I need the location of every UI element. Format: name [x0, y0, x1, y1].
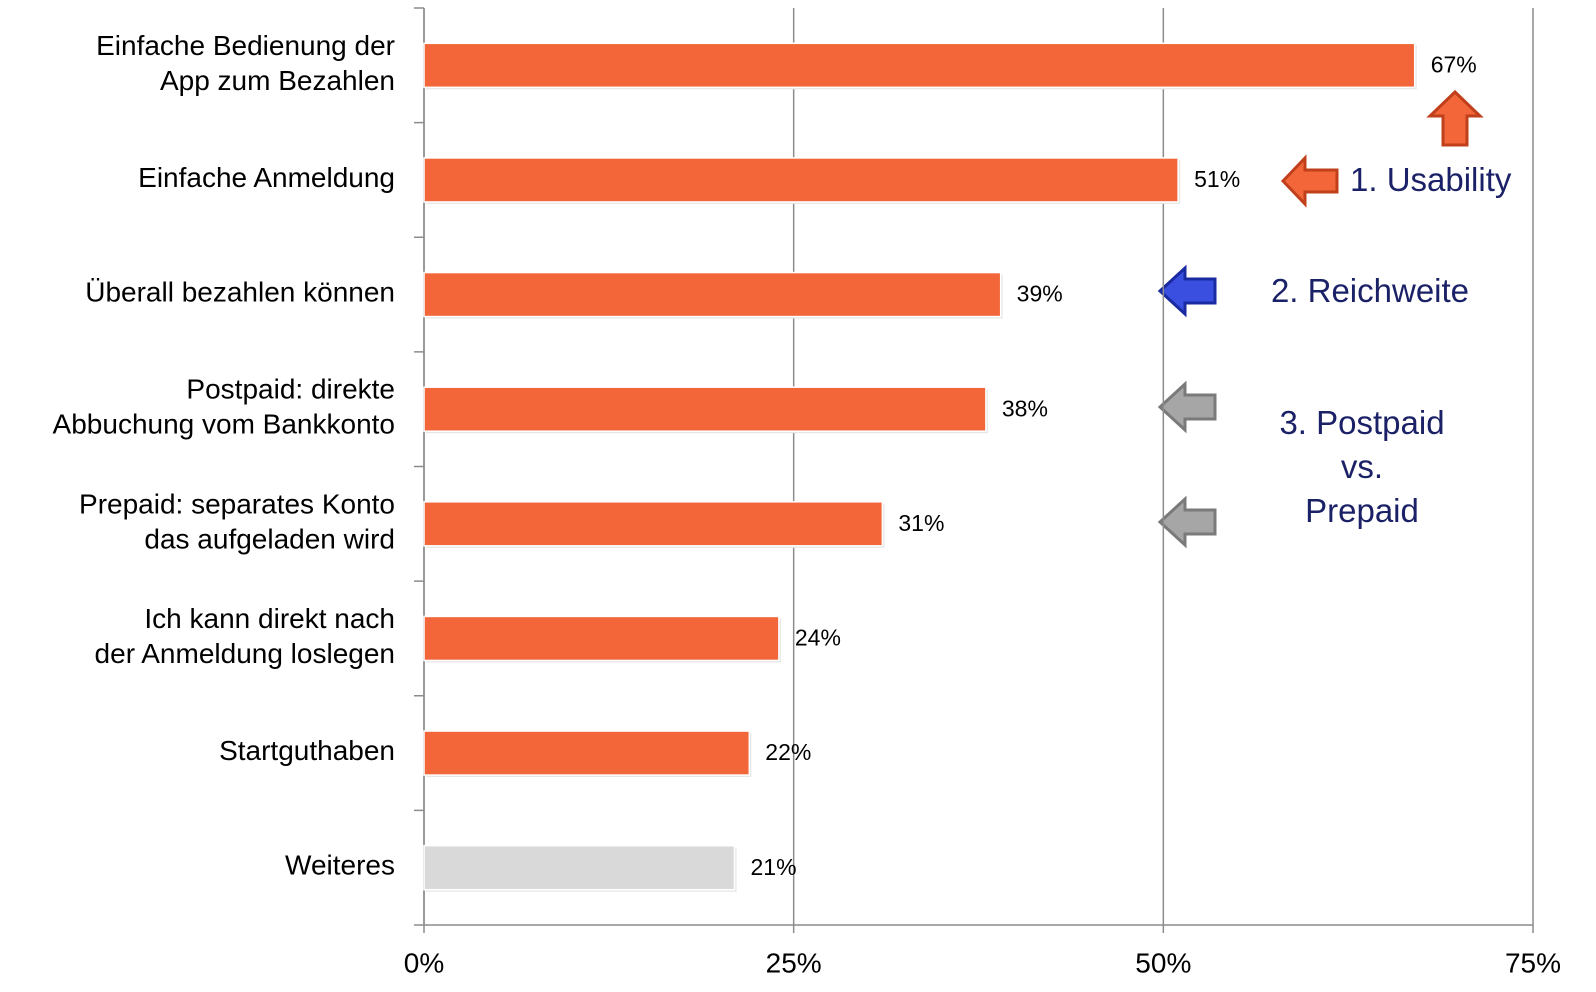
x-tick-label: 0% [404, 947, 444, 978]
bar [423, 271, 1002, 318]
label-line: App zum Bezahlen [160, 65, 395, 96]
annotation: 3. Postpaid vs. Prepaid [1279, 404, 1444, 529]
x-tick-label: 75% [1505, 947, 1561, 978]
y-tick-label: Ich kann direkt nach der Anmeldung losleg… [95, 603, 395, 669]
label-line: Überall bezahlen können [85, 277, 395, 308]
label-line: das aufgeladen wird [144, 524, 395, 555]
bar [423, 42, 1416, 89]
annotation-line: vs. [1341, 448, 1383, 485]
y-tick-label: Weiteres [285, 850, 395, 881]
label-line: Weiteres [285, 850, 395, 881]
arrow-left [1157, 380, 1217, 434]
y-tick-label: Startguthaben [219, 735, 395, 766]
label-line: Startguthaben [219, 735, 395, 766]
label-line: Postpaid: direkte [186, 374, 395, 405]
y-tick-label: Postpaid: direkte Abbuchung vom Bankkonto [53, 374, 395, 440]
annotation: 1. Usability [1350, 161, 1512, 198]
arrow-left [1157, 495, 1217, 549]
annotation-line: 1. Usability [1350, 161, 1512, 198]
label-line: Einfache Bedienung der [96, 30, 395, 61]
y-tick-label: Überall bezahlen können [85, 277, 395, 308]
value-label: 51% [1194, 166, 1240, 192]
bar [423, 730, 751, 776]
annotation-line: Prepaid [1305, 492, 1419, 529]
bar [423, 615, 780, 662]
arrow-up [1426, 89, 1484, 147]
x-tick-label: 50% [1135, 947, 1191, 978]
value-label: 39% [1017, 281, 1063, 307]
x-tick-label: 25% [766, 947, 822, 978]
value-label: 31% [898, 510, 944, 536]
bar [423, 157, 1179, 203]
annotation-line: 3. Postpaid [1279, 404, 1444, 441]
bar [423, 501, 884, 547]
arrow-left [1157, 264, 1217, 318]
label-line: Ich kann direkt nach [144, 603, 395, 634]
y-tick-label: Einfache Anmeldung [138, 162, 395, 193]
arrow-left [1280, 154, 1339, 208]
value-label: 21% [751, 854, 797, 880]
value-label: 67% [1431, 51, 1477, 77]
label-line: Einfache Anmeldung [138, 162, 395, 193]
label-line: Prepaid: separates Konto [79, 489, 395, 520]
y-tick-label: Einfache Bedienung der App zum Bezahlen [96, 30, 395, 96]
value-label: 24% [795, 625, 841, 651]
label-line: Abbuchung vom Bankkonto [53, 409, 395, 440]
arrows [1157, 89, 1484, 549]
y-tick-label: Prepaid: separates Konto das aufgeladen w… [79, 489, 395, 555]
bar [423, 386, 987, 432]
annotation-line: 2. Reichweite [1271, 272, 1469, 309]
annotation: 2. Reichweite [1271, 272, 1469, 309]
label-line: der Anmeldung loslegen [95, 638, 395, 669]
value-label: 22% [765, 739, 811, 765]
bar [423, 844, 736, 891]
value-label: 38% [1002, 395, 1048, 421]
